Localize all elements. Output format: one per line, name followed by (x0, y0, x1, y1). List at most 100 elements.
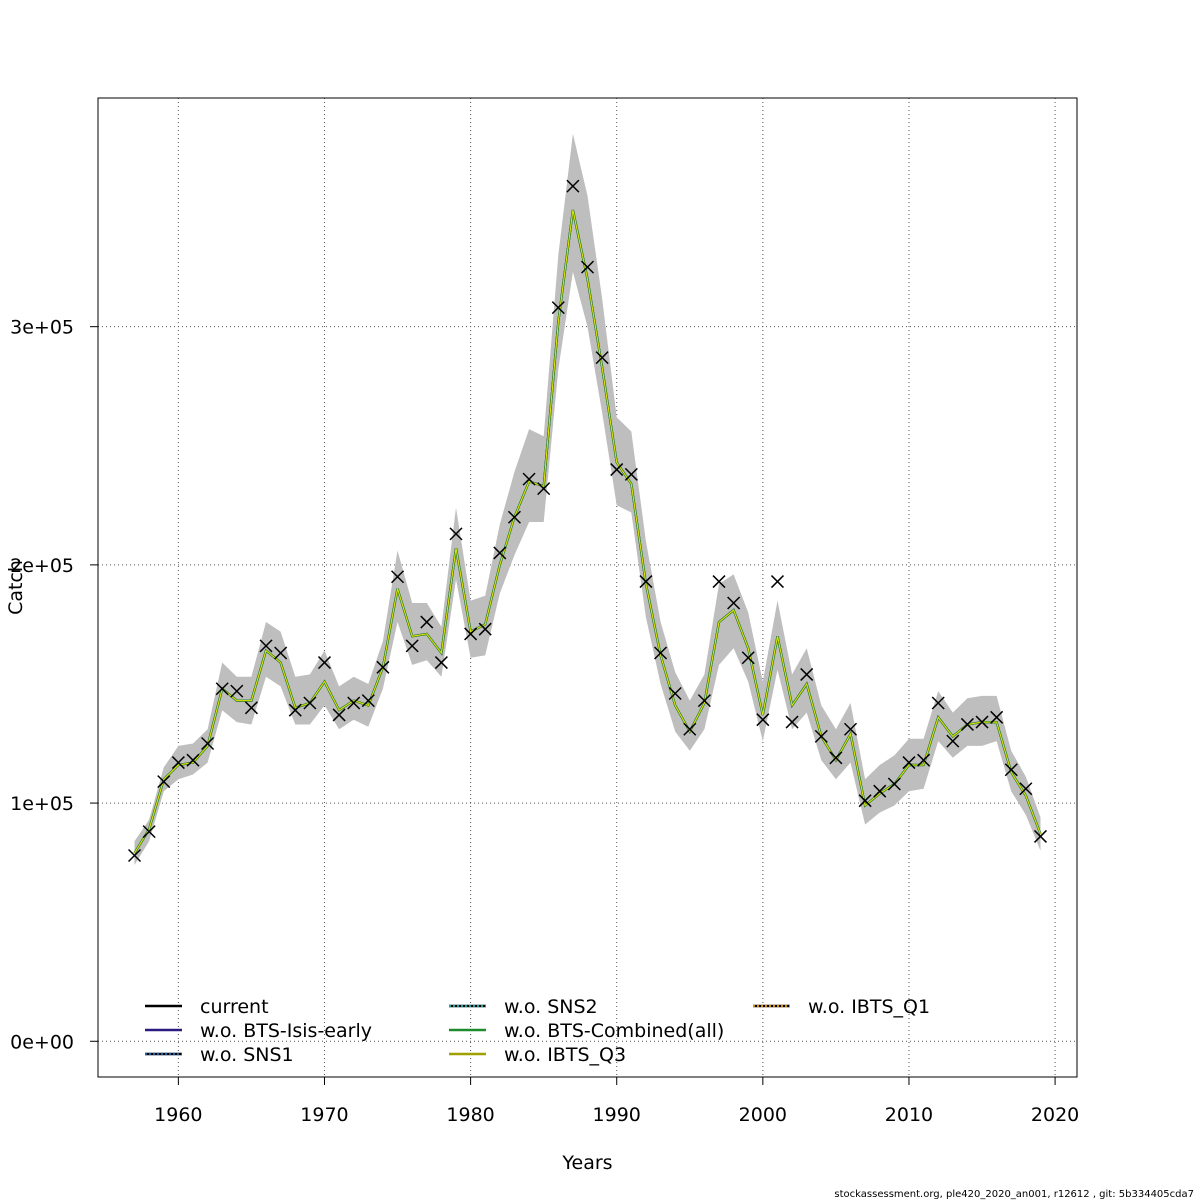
observed-point (551, 301, 565, 315)
legend-label: current (200, 996, 269, 1018)
x-axis-title: Years (561, 1152, 612, 1174)
observed-point (610, 463, 624, 477)
observed-point (639, 575, 653, 589)
observed-point (960, 717, 974, 731)
x-tick-label: 2020 (1031, 1104, 1079, 1126)
observed-point (391, 570, 405, 584)
observed-point (478, 622, 492, 636)
legend-label: w.o. SNS2 (504, 996, 598, 1018)
legend-item: w.o. IBTS_Q3 (449, 1044, 626, 1066)
observed-point (522, 472, 536, 486)
observed-point (756, 713, 770, 727)
x-tick-label: 2010 (885, 1104, 933, 1126)
footer-credit: stockassessment.org, ple420_2020_an001, … (834, 1189, 1194, 1200)
series-line-ibts (134, 209, 1041, 854)
legend-item: w.o. SNS1 (145, 1044, 294, 1066)
observed-point (697, 694, 711, 708)
legend-item: current (145, 996, 269, 1018)
observed-point (946, 734, 960, 748)
confidence-band-area (134, 133, 1041, 865)
observed-point (770, 575, 784, 589)
x-tick-label: 2000 (739, 1104, 787, 1126)
legend-item: w.o. BTS-Isis-early (145, 1020, 372, 1042)
observed-points (127, 179, 1048, 863)
observed-point (917, 753, 931, 767)
observed-point (317, 656, 332, 670)
observed-point (580, 260, 595, 274)
legend-label: w.o. IBTS_Q1 (808, 996, 930, 1018)
observed-point (186, 753, 200, 767)
observed-point (201, 736, 215, 751)
x-tick-label: 1990 (593, 1104, 641, 1126)
observed-point (1019, 782, 1033, 796)
x-tick-label: 1960 (154, 1104, 202, 1126)
observed-point (464, 627, 478, 641)
observed-point (288, 703, 302, 717)
y-axis: 0e+00 1e+05 2e+05 3e+05 (10, 317, 99, 1053)
observed-point (127, 848, 142, 863)
legend-item: w.o. SNS2 (449, 996, 598, 1018)
observed-point (829, 751, 843, 765)
observed-point (1004, 763, 1018, 777)
y-tick-label: 1e+05 (10, 793, 74, 815)
observed-point (434, 656, 448, 670)
x-axis: 1960 1970 1980 1990 2000 2010 2020 (154, 1076, 1079, 1126)
x-tick-label: 1970 (300, 1104, 348, 1126)
observed-point (654, 646, 668, 660)
observed-point (800, 667, 814, 681)
observed-point (668, 686, 682, 701)
observed-point (931, 696, 945, 710)
legend-label: w.o. IBTS_Q3 (504, 1044, 626, 1066)
observed-point (712, 575, 726, 589)
observed-point (259, 639, 273, 653)
observed-point (493, 546, 507, 560)
legend-item: w.o. BTS-Combined(all) (449, 1020, 724, 1042)
y-tick-label: 2e+05 (10, 555, 74, 577)
observed-point (741, 651, 755, 665)
observed-point (507, 510, 521, 524)
observed-point (1033, 829, 1048, 843)
observed-point (420, 615, 434, 629)
observed-point (843, 722, 858, 736)
series-lines (133, 209, 1042, 854)
observed-point (887, 777, 901, 791)
y-tick-label: 3e+05 (10, 317, 74, 339)
observed-point (624, 467, 638, 481)
observed-point (244, 701, 258, 715)
legend-label: w.o. SNS1 (200, 1044, 294, 1066)
y-tick-label: 0e+00 (10, 1031, 74, 1053)
observed-point (215, 682, 229, 696)
observed-point (566, 179, 580, 193)
confidence-band (134, 133, 1041, 865)
observed-point (902, 756, 916, 770)
observed-point (332, 708, 346, 722)
observed-point (683, 722, 697, 736)
observed-point (990, 710, 1004, 724)
observed-point (785, 715, 799, 729)
legend-item: w.o. IBTS_Q1 (753, 996, 930, 1018)
observed-point (873, 784, 887, 798)
x-tick-label: 1980 (446, 1104, 494, 1126)
observed-point (537, 482, 551, 496)
observed-point (595, 351, 609, 365)
observed-point (405, 639, 419, 653)
observed-point (171, 756, 185, 770)
observed-point (347, 696, 361, 710)
observed-point (303, 696, 317, 710)
observed-point (361, 694, 375, 708)
observed-point (975, 715, 989, 729)
observed-point (157, 775, 171, 789)
legend-label: w.o. BTS-Isis-early (200, 1020, 372, 1042)
y-axis-title: Catch (5, 560, 27, 615)
observed-point (376, 660, 390, 674)
observed-point (814, 729, 828, 743)
observed-point (142, 825, 156, 839)
legend-label: w.o. BTS-Combined(all) (504, 1020, 724, 1042)
observed-point (274, 646, 288, 660)
observed-point (449, 527, 463, 541)
observed-point (858, 794, 872, 808)
observed-point (230, 684, 244, 698)
